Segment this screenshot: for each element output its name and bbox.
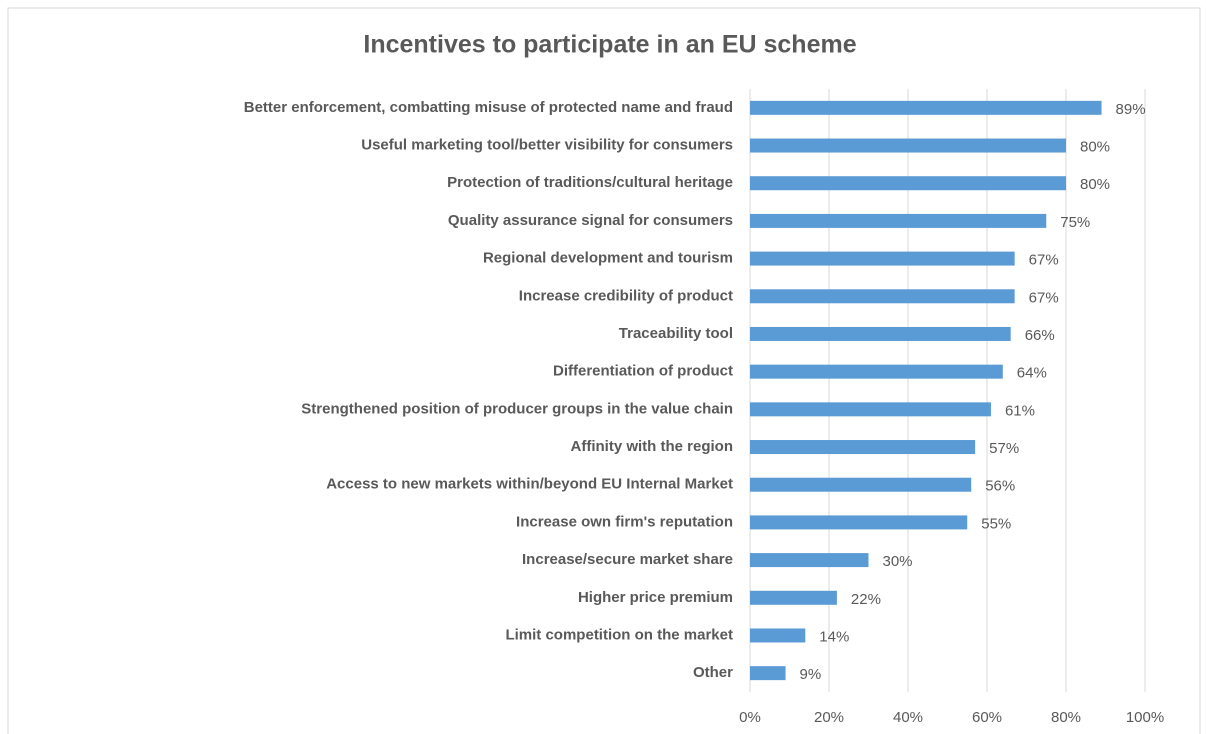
bar xyxy=(750,326,1011,341)
category-label: Regional development and tourism xyxy=(483,250,733,267)
value-label: 64% xyxy=(1017,365,1047,382)
value-label: 30% xyxy=(883,553,913,570)
x-tick-label: 100% xyxy=(1126,709,1164,726)
bar xyxy=(750,628,806,643)
value-label: 57% xyxy=(989,440,1019,457)
category-label: Access to new markets within/beyond EU I… xyxy=(326,476,733,493)
category-label: Higher price premium xyxy=(578,589,733,606)
value-label: 22% xyxy=(851,591,881,608)
category-label: Quality assurance signal for consumers xyxy=(448,212,733,229)
bar xyxy=(750,251,1015,266)
category-label: Increase/secure market share xyxy=(522,551,733,568)
x-tick-label: 0% xyxy=(739,709,761,726)
value-label: 67% xyxy=(1029,252,1059,269)
bar xyxy=(750,364,1003,379)
category-label: Traceability tool xyxy=(619,325,733,342)
category-label: Better enforcement, combatting misuse of… xyxy=(244,99,733,116)
value-label: 14% xyxy=(819,628,849,645)
bar xyxy=(750,666,786,681)
value-label: 75% xyxy=(1060,214,1090,231)
category-label: Affinity with the region xyxy=(571,438,734,455)
value-label: 89% xyxy=(1116,101,1146,118)
value-label: 80% xyxy=(1080,139,1110,156)
bar xyxy=(750,515,968,530)
category-label: Increase own firm's reputation xyxy=(516,513,733,530)
value-label: 80% xyxy=(1080,176,1110,193)
bar xyxy=(750,477,972,492)
category-label: Differentiation of product xyxy=(553,363,733,380)
value-label: 55% xyxy=(981,515,1011,532)
category-label: Useful marketing tool/better visibility … xyxy=(361,137,733,154)
x-tick-label: 40% xyxy=(893,709,923,726)
value-label: 66% xyxy=(1025,327,1055,344)
bar xyxy=(750,138,1066,153)
category-label: Limit competition on the market xyxy=(505,626,733,643)
category-label: Protection of traditions/cultural herita… xyxy=(447,174,733,191)
bar xyxy=(750,289,1015,304)
bar xyxy=(750,553,869,568)
category-label: Other xyxy=(693,664,733,681)
x-tick-label: 80% xyxy=(1051,709,1081,726)
chart-frame xyxy=(7,7,1201,734)
category-label: Strengthened position of producer groups… xyxy=(301,400,733,417)
value-label: 67% xyxy=(1029,289,1059,306)
value-label: 56% xyxy=(985,478,1015,495)
bar xyxy=(750,213,1047,228)
bar xyxy=(750,440,976,455)
bar xyxy=(750,100,1102,115)
category-label: Increase credibility of product xyxy=(519,287,733,304)
bar xyxy=(750,590,837,605)
x-tick-label: 20% xyxy=(814,709,844,726)
chart-title: Incentives to participate in an EU schem… xyxy=(363,31,856,59)
value-label: 61% xyxy=(1005,402,1035,419)
bar xyxy=(750,176,1066,191)
value-label: 9% xyxy=(800,666,822,683)
x-tick-label: 60% xyxy=(972,709,1002,726)
bar xyxy=(750,402,991,417)
